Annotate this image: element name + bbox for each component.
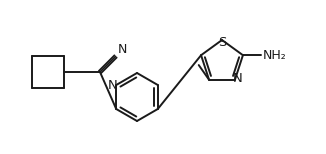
Text: N: N bbox=[233, 72, 243, 85]
Text: NH₂: NH₂ bbox=[263, 49, 287, 62]
Text: N: N bbox=[107, 79, 117, 91]
Text: S: S bbox=[218, 36, 226, 49]
Text: N: N bbox=[118, 43, 127, 56]
